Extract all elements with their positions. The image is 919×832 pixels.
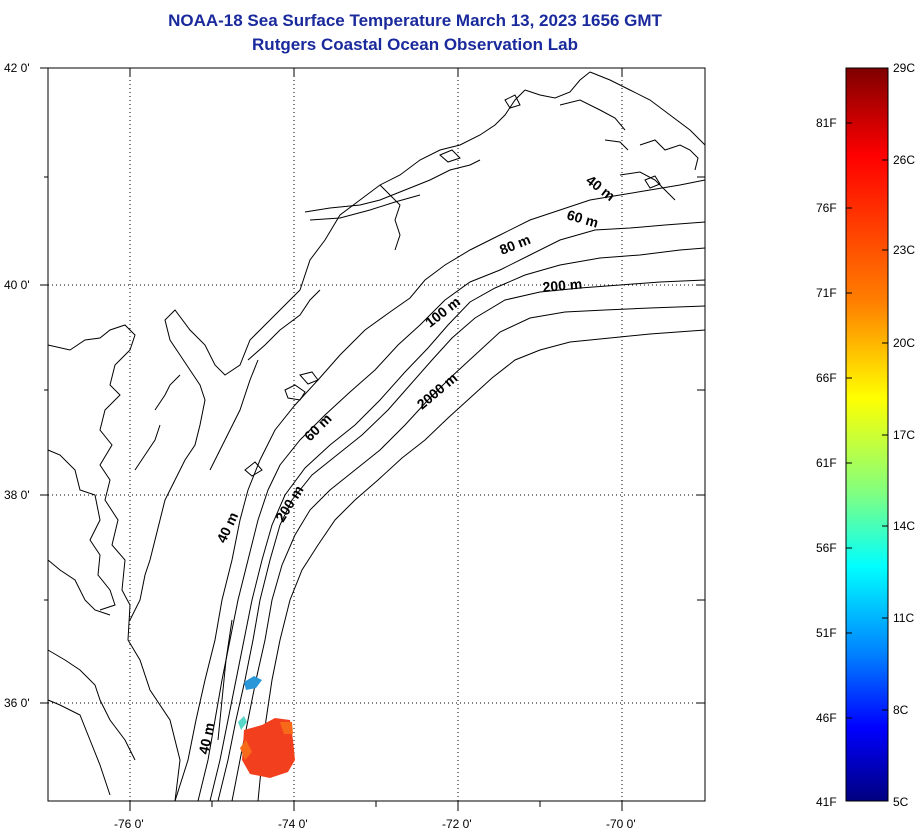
lat-label: 40 0' (4, 278, 30, 292)
contour-label: 200 m (542, 276, 583, 295)
colorbar-celsius-label: 11C (893, 611, 915, 625)
map-title: NOAA-18 Sea Surface Temperature March 13… (168, 11, 662, 30)
lat-label: 42 0' (4, 61, 30, 75)
lat-label: 38 0' (4, 488, 30, 502)
lon-label: -72 0' (442, 817, 472, 831)
coastal-detail (244, 94, 661, 477)
lat-label: 36 0' (4, 696, 30, 710)
axis-ticks (40, 67, 705, 811)
colorbar-celsius-label: 8C (893, 703, 909, 717)
colorbar-ticks (846, 122, 888, 719)
map-frame (47, 67, 706, 802)
colorbar-celsius-label: 23C (893, 243, 916, 257)
colorbar-fahrenheit-label: 56F (816, 541, 837, 555)
colorbar-celsius-label: 20C (893, 336, 916, 350)
contour-label: 40 m (195, 721, 217, 756)
lon-label: -76 0' (114, 817, 144, 831)
cape-cod (604, 139, 699, 171)
colorbar-fahrenheit-label: 81F (816, 116, 837, 130)
colorbar-fahrenheit-label: 66F (816, 371, 837, 385)
colorbar-celsius-label: 5C (893, 795, 909, 809)
colorbar-fahrenheit-label: 71F (816, 286, 837, 300)
colorbar-celsius-label: 17C (893, 428, 916, 442)
colorbar (845, 67, 889, 802)
colorbar-fahrenheit-label: 46F (816, 711, 837, 725)
colorbar-fahrenheit-label: 61F (816, 456, 837, 470)
sst-data (238, 676, 295, 778)
colorbar-celsius-label: 14C (893, 519, 916, 533)
colorbar-celsius-label: 26C (893, 153, 916, 167)
colorbar-fahrenheit-label: 76F (816, 201, 837, 215)
bathymetry-contours (174, 179, 706, 802)
map-subtitle: Rutgers Coastal Ocean Observation Lab (252, 35, 578, 54)
colorbar-fahrenheit-label: 41F (816, 795, 837, 809)
coastline (47, 71, 706, 802)
graticule (48, 68, 705, 801)
lon-label: -74 0' (278, 817, 308, 831)
colorbar-fahrenheit-label: 51F (816, 626, 837, 640)
colorbar-celsius-label: 29C (893, 61, 916, 75)
lon-label: -70 0' (606, 817, 636, 831)
